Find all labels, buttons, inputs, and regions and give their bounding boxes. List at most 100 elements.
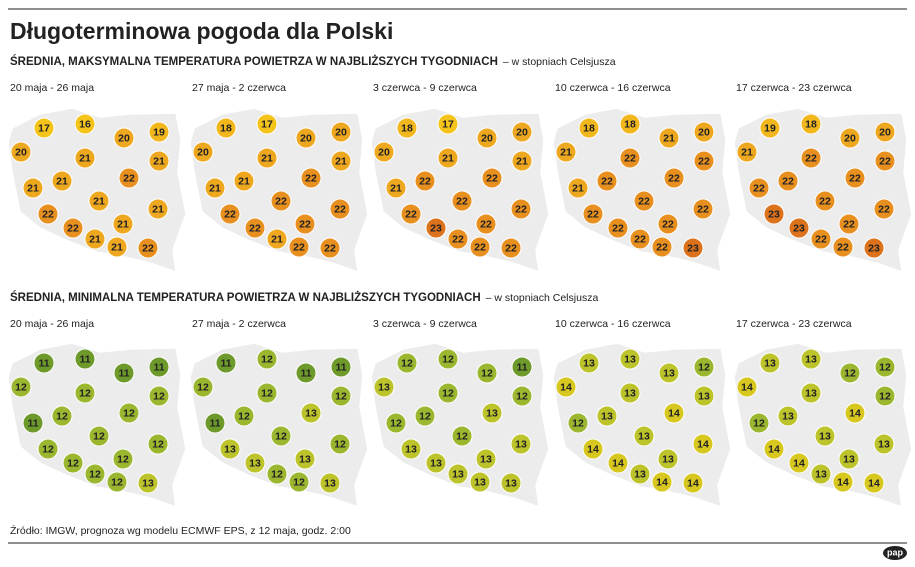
temperature-label: 12 [261,387,273,399]
temperature-label: 12 [197,381,209,393]
period: 27 maja - 2 czerwca [192,318,286,330]
temperature-label: 12 [879,361,891,373]
temperature-label: 13 [638,430,650,442]
temperature-label: 12 [117,453,129,465]
temperature-label: 13 [698,390,710,402]
temperature-dot [233,405,255,427]
temperature-label: 17 [261,118,273,130]
temperature-dot [74,348,96,370]
temperature-dot [330,385,352,407]
temperature-dot [447,463,469,485]
temperature-dot [373,141,395,163]
temperature-dot [788,452,810,474]
temperature-dot [294,448,316,470]
temperature-label: 20 [118,132,130,144]
temperature-label: 12 [334,438,346,450]
temperature-label: 13 [430,457,442,469]
map: 20 maja - 26 maja 11 11 11 11 12 12 12 11 12 12 12 1… [7,318,187,509]
temperature-label: 22 [486,172,498,184]
temperature-label: 12 [879,390,891,402]
country-shape [552,107,732,274]
temperature-dot [33,117,55,139]
temperature-label: 12 [111,476,123,488]
temperature-label: 14 [687,477,699,489]
temperature-label: 12 [89,468,101,480]
temperature-label: 22 [515,203,527,215]
temperature-label: 13 [486,407,498,419]
temperature-dot [148,121,170,143]
temperature-label: 22 [293,241,305,253]
temperature-dot [414,170,436,192]
temperature-dot [651,236,673,258]
temperature-dot [137,237,159,259]
temperature-dot [476,127,498,149]
temperature-dot [810,463,832,485]
map: 27 maja - 2 czerwca 18 17 20 20 20 21 21 21 21 22 2… [189,82,369,274]
temperature-dot [244,217,266,239]
temperature-dot [118,402,140,424]
temperature-label: 12 [753,417,765,429]
temperature-label: 13 [405,443,417,455]
temperature-label: 22 [638,195,650,207]
temperature-dot [148,385,170,407]
map: 3 czerwca - 9 czerwca 18 17 20 20 20 21 21 21 22 2… [370,82,550,274]
temperature-label: 13 [634,468,646,480]
temperature-label: 13 [324,477,336,489]
temperature-dot [113,127,135,149]
temperature-dot [657,448,679,470]
temperature-dot [84,228,106,250]
temperature-dot [838,213,860,235]
temperature-dot [400,438,422,460]
temperature-dot [62,217,84,239]
temperature-dot [748,177,770,199]
temperature-dot [256,147,278,169]
map: 17 czerwca - 23 czerwca 19 18 20 20 21 22 22 22 2… [733,82,913,274]
temperature-label: 12 [335,390,347,402]
temperature-label: 12 [15,381,27,393]
temperature-label: 14 [793,457,805,469]
temperature-dot [74,147,96,169]
temperature-dot [810,228,832,250]
temperature-label: 20 [844,132,856,144]
temperature-dot [839,127,861,149]
temperature-dot [288,471,310,493]
temperature-dot [511,121,533,143]
temperature-label: 13 [474,476,486,488]
temperature-label: 18 [583,122,595,134]
period: 27 maja - 2 czerwca [192,82,286,94]
temperature-label: 14 [837,476,849,488]
source: Źródło: IMGW, prognoza wg modelu ECMWF E… [10,524,351,537]
temperature-label: 21 [152,203,164,215]
temperature-label: 12 [401,357,413,369]
temperature-dot [451,425,473,447]
temperature-dot [385,412,407,434]
temperature-dot [219,203,241,225]
temperature-label: 13 [624,353,636,365]
country-shape [733,107,913,274]
temperature-label: 13 [142,477,154,489]
temperature-dot [106,471,128,493]
period: 3 czerwca - 9 czerwca [373,82,477,94]
temperature-dot [596,405,618,427]
temperature-label: 11 [27,417,38,429]
temperature-label: 14 [697,438,709,450]
temperature-label: 12 [238,410,250,422]
temperature-dot [300,167,322,189]
temperature-dot [256,348,278,370]
temperature-dot [22,412,44,434]
country-shape [370,107,550,274]
temperature-label: 22 [662,218,674,230]
map: 10 czerwca - 16 czerwca 13 13 13 12 14 13 13 12 1… [552,318,732,509]
temperature-dot [500,237,522,259]
temperature-label: 22 [879,155,891,167]
temperature-dot [736,141,758,163]
temperature-label: 22 [452,233,464,245]
temperature-label: 21 [238,175,250,187]
temperature-dot [500,472,522,494]
temperature-label: 11 [118,367,129,379]
temperature-dot [266,463,288,485]
temperature-label: 20 [300,132,312,144]
temperature-label: 12 [390,417,402,429]
temperature-dot [112,448,134,470]
temperature-dot [759,352,781,374]
